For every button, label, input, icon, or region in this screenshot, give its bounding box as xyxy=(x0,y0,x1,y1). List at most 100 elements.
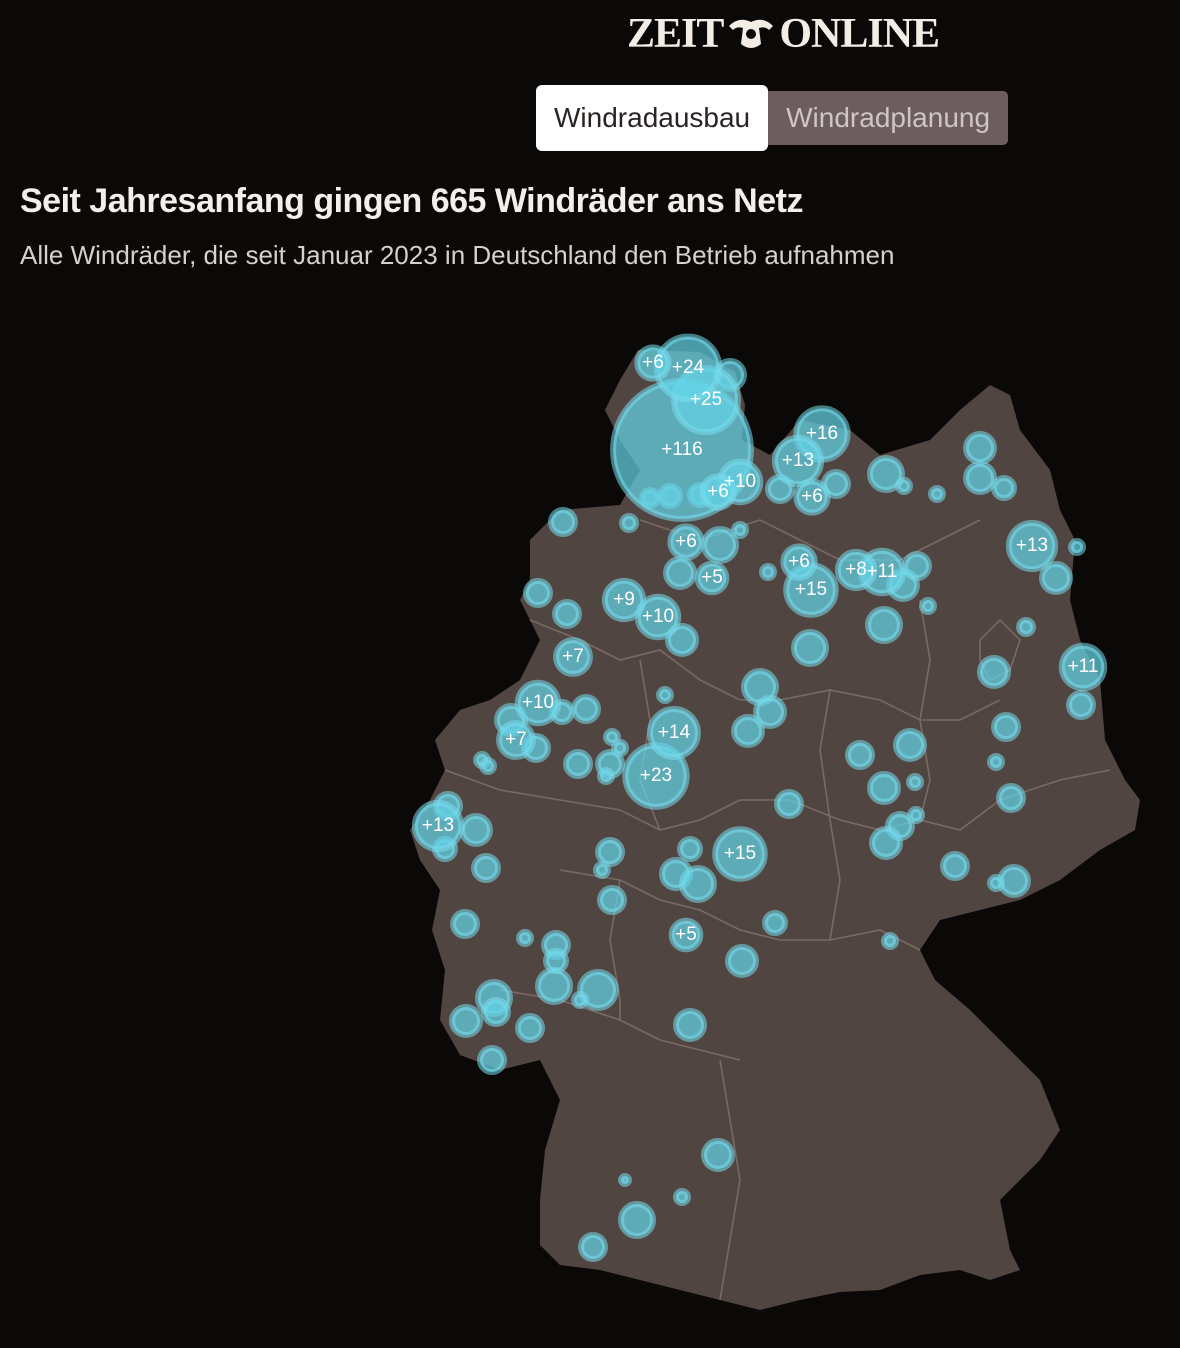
cluster-bubble-small[interactable] xyxy=(471,853,501,883)
cluster-bubble[interactable] xyxy=(668,917,704,953)
cluster-bubble[interactable] xyxy=(793,478,831,516)
cluster-bubble-small[interactable] xyxy=(774,789,804,819)
cluster-bubble-small[interactable] xyxy=(618,1173,632,1187)
cluster-bubble-small[interactable] xyxy=(677,836,703,862)
cluster-bubble-small[interactable] xyxy=(907,806,925,824)
cluster-bubble-small[interactable] xyxy=(731,521,749,539)
cluster-bubble-small[interactable] xyxy=(619,513,639,533)
cluster-bubble-small[interactable] xyxy=(725,944,759,978)
cluster-bubble[interactable] xyxy=(780,543,818,581)
cluster-bubble-small[interactable] xyxy=(516,929,534,947)
cluster-bubble-small[interactable] xyxy=(450,909,480,939)
cluster-bubble-small[interactable] xyxy=(893,728,927,762)
cluster-bubble-small[interactable] xyxy=(753,695,787,729)
cluster-bubble[interactable] xyxy=(647,706,701,760)
cluster-bubble-small[interactable] xyxy=(552,599,582,629)
cluster-bubble-small[interactable] xyxy=(603,728,621,746)
cluster-count-label: +25 xyxy=(690,389,722,410)
cluster-bubble-small[interactable] xyxy=(597,767,615,785)
cluster-bubble-small[interactable] xyxy=(571,694,601,724)
cluster-bubble-small[interactable] xyxy=(663,556,697,590)
cluster-bubble-small[interactable] xyxy=(1068,538,1086,556)
cluster-bubble[interactable] xyxy=(601,577,647,623)
cluster-bubble-small[interactable] xyxy=(963,431,997,465)
cluster-bubble-small[interactable] xyxy=(477,1045,507,1075)
cluster-bubble[interactable] xyxy=(553,637,593,677)
cluster-bubble[interactable] xyxy=(834,548,878,592)
cluster-bubble[interactable] xyxy=(712,826,768,882)
tab-windradplanung[interactable]: Windradplanung xyxy=(768,91,1009,145)
cluster-bubble[interactable] xyxy=(514,679,562,727)
cluster-bubble-small[interactable] xyxy=(940,851,970,881)
cluster-bubble-small[interactable] xyxy=(593,861,611,879)
cluster-bubble-small[interactable] xyxy=(665,623,699,657)
cluster-bubble[interactable] xyxy=(667,523,705,561)
cluster-bubble-small[interactable] xyxy=(791,629,829,667)
cluster-bubble-small[interactable] xyxy=(963,461,997,495)
cluster-bubble-small[interactable] xyxy=(577,969,619,1011)
cluster-bubble[interactable] xyxy=(694,560,730,596)
cluster-bubble-small[interactable] xyxy=(673,1188,691,1206)
cluster-bubble-small[interactable] xyxy=(563,749,593,779)
cluster-bubble-small[interactable] xyxy=(701,1138,735,1172)
cluster-bubble[interactable] xyxy=(771,434,825,488)
wind-turbine-clusters: +116 +25 +24 +23 +16 +15 +15 +14 +13 +13 +13 +11 +11… xyxy=(411,333,1108,1262)
cluster-count-label: +5 xyxy=(675,924,697,945)
cluster-bubble-small[interactable] xyxy=(1016,617,1036,637)
cluster-bubble-small[interactable] xyxy=(987,753,1005,771)
cluster-bubble-small[interactable] xyxy=(656,686,674,704)
cluster-bubble-small[interactable] xyxy=(977,655,1011,689)
cluster-bubble-small[interactable] xyxy=(535,967,573,1005)
cluster-bubble-small[interactable] xyxy=(479,757,497,775)
cluster-bubble-small[interactable] xyxy=(867,771,901,805)
cluster-bubble-small[interactable] xyxy=(571,991,589,1009)
cluster-bubble[interactable] xyxy=(1005,519,1059,573)
cluster-bubble-small[interactable] xyxy=(459,813,493,847)
cluster-bubble-small[interactable] xyxy=(991,712,1021,742)
cluster-bubble-small[interactable] xyxy=(987,874,1005,892)
cluster-bubble-small[interactable] xyxy=(762,910,788,936)
cluster-bubble-small[interactable] xyxy=(869,826,903,860)
germany-land xyxy=(410,350,1140,1310)
cluster-bubble-small[interactable] xyxy=(845,740,875,770)
cluster-bubble-small[interactable] xyxy=(996,783,1026,813)
cluster-bubble-small[interactable] xyxy=(906,773,924,791)
cluster-bubble[interactable] xyxy=(496,720,536,760)
cluster-bubble-small[interactable] xyxy=(597,885,627,915)
cluster-bubble-small[interactable] xyxy=(679,865,717,903)
cluster-bubble-small[interactable] xyxy=(759,563,777,581)
cluster-count-label: +15 xyxy=(724,843,756,864)
cluster-bubble-small[interactable] xyxy=(515,1013,545,1043)
logo-text-zeit: ZEIT xyxy=(626,11,724,57)
cluster-bubble-small[interactable] xyxy=(673,1008,707,1042)
tab-windradausbau[interactable]: Windradausbau xyxy=(536,85,769,151)
cluster-count-label: +13 xyxy=(782,450,814,471)
cluster-bubble-small[interactable] xyxy=(548,507,578,537)
cluster-bubble[interactable] xyxy=(411,799,465,853)
cluster-bubble-small[interactable] xyxy=(991,475,1017,501)
cluster-bubble-small[interactable] xyxy=(523,578,553,608)
cluster-bubble-small[interactable] xyxy=(481,997,511,1027)
cluster-bubble-small[interactable] xyxy=(1039,561,1073,595)
cluster-bubble-small[interactable] xyxy=(1066,690,1096,720)
cluster-bubble-small[interactable] xyxy=(928,485,946,503)
cluster-bubble-small[interactable] xyxy=(902,551,932,581)
cluster-bubble-small[interactable] xyxy=(895,477,913,495)
cluster-bubble-small[interactable] xyxy=(578,1232,608,1262)
cluster-bubble-small[interactable] xyxy=(731,714,765,748)
cluster-bubble-small[interactable] xyxy=(865,606,903,644)
cluster-bubble[interactable] xyxy=(1058,642,1108,692)
cluster-bubble-small[interactable] xyxy=(867,455,905,493)
cluster-bubble[interactable] xyxy=(634,344,672,382)
cluster-count-label: +116 xyxy=(661,439,702,460)
cluster-bubble-small[interactable] xyxy=(919,597,937,615)
cluster-bubble[interactable] xyxy=(699,473,737,511)
cluster-bubble-small[interactable] xyxy=(618,1201,656,1239)
cluster-bubble-small[interactable] xyxy=(449,1004,483,1038)
cluster-bubble-small[interactable] xyxy=(881,932,899,950)
cluster-count-label: +16 xyxy=(806,423,838,444)
cluster-bubble-small[interactable] xyxy=(595,837,625,867)
zeit-online-logo[interactable]: ZEIT ONLINE xyxy=(0,10,1180,58)
cluster-count-label: +15 xyxy=(795,579,827,600)
cluster-bubble-small[interactable] xyxy=(701,526,739,564)
